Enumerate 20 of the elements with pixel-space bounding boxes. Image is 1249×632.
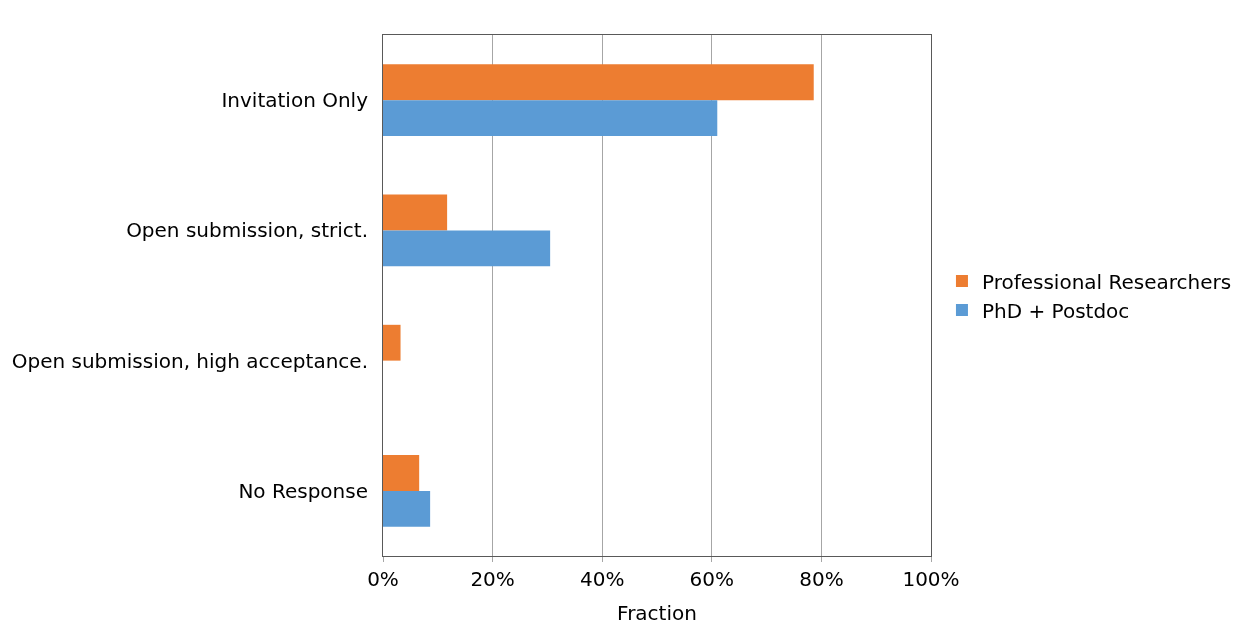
x-tick-label: 20% (470, 567, 515, 591)
bar (383, 490, 431, 527)
bar (383, 324, 401, 361)
y-tick-label: Open submission, high acceptance. (11, 348, 368, 373)
y-tick-label: Invitation Only (221, 88, 369, 113)
x-tick-label: 80% (799, 567, 844, 591)
legend-label: Professional Researchers (981, 269, 1232, 294)
bar (383, 230, 551, 267)
x-axis-title: Fraction (617, 600, 697, 625)
x-tick-label: 60% (689, 567, 735, 591)
legend-label: PhD + Postdoc (981, 298, 1130, 323)
y-tick-label: No Response (238, 478, 368, 503)
x-tick-label: 100% (902, 567, 960, 591)
bar (383, 100, 718, 136)
bar (383, 455, 420, 491)
bar (383, 194, 448, 231)
bar (383, 64, 814, 101)
x-tick-label: 40% (579, 567, 625, 591)
y-tick-label: Open submission, strict. (126, 218, 368, 243)
x-tick-label: 0% (367, 567, 399, 591)
